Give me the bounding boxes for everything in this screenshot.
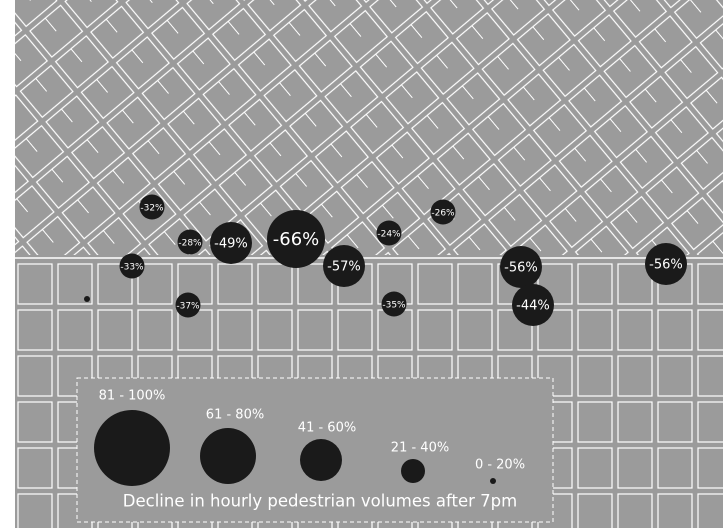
marker <box>376 220 402 246</box>
marker <box>430 199 456 225</box>
marker-label: -49% <box>214 237 248 252</box>
marker-label: -37% <box>176 302 200 312</box>
legend-label: 21 - 40% <box>391 441 449 456</box>
marker-label: -56% <box>504 261 538 276</box>
legend-caption: Decline in hourly pedestrian volumes aft… <box>123 492 517 511</box>
marker-label: -26% <box>431 209 455 219</box>
marker-label: -32% <box>140 204 164 214</box>
legend: 81 - 100% 61 - 80% 41 - 60% 21 - 40% 0 -… <box>76 377 554 523</box>
marker <box>323 245 365 287</box>
marker <box>381 291 407 317</box>
marker <box>175 292 201 318</box>
marker <box>177 229 203 255</box>
legend-label: 0 - 20% <box>475 458 525 473</box>
legend-circle <box>94 410 170 486</box>
marker <box>512 284 554 326</box>
legend-circle <box>490 478 496 484</box>
street-grid-diagonal <box>15 0 723 255</box>
legend-label: 61 - 80% <box>206 408 264 423</box>
legend-label: 81 - 100% <box>99 389 166 404</box>
marker <box>500 246 542 288</box>
marker <box>139 194 165 220</box>
marker <box>210 222 252 264</box>
legend-circle <box>300 439 342 481</box>
marker-label: -33% <box>120 263 144 273</box>
marker <box>267 210 325 268</box>
marker <box>119 253 145 279</box>
marker-label: -35% <box>382 301 406 311</box>
marker-label: -56% <box>649 258 683 273</box>
marker-label: -24% <box>377 230 401 240</box>
legend-circle <box>200 428 256 484</box>
legend-circle <box>401 459 425 483</box>
marker-label: -57% <box>327 260 361 275</box>
marker <box>645 243 687 285</box>
marker-label: -66% <box>273 229 319 250</box>
legend-label: 41 - 60% <box>298 421 356 436</box>
marker-label: -28% <box>178 239 202 249</box>
marker-label: -44% <box>516 299 550 314</box>
small-marker <box>84 296 90 302</box>
